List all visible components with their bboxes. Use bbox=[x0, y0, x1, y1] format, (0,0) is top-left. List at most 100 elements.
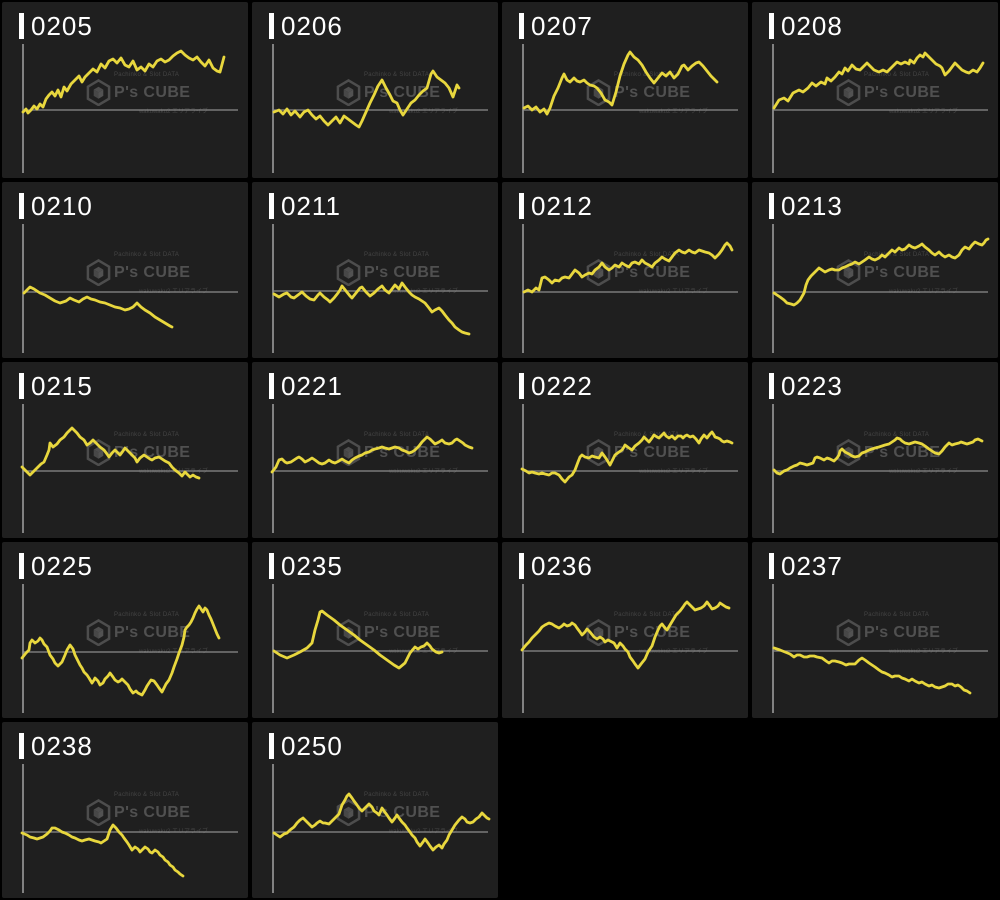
watermark-caption-top: Pachinko & Slot DATA bbox=[614, 432, 680, 438]
panel-title-row: 0213 bbox=[769, 193, 843, 219]
watermark-caption-top: Pachinko & Slot DATA bbox=[114, 792, 180, 798]
chart-panel[interactable]: 0236 Pachinko & Slot DATA P's CUBE wakuw… bbox=[500, 540, 750, 720]
watermark-caption-top: Pachinko & Slot DATA bbox=[864, 72, 930, 78]
chart-panel[interactable]: 0223 Pachinko & Slot DATA P's CUBE wakuw… bbox=[750, 360, 1000, 540]
title-accent-bar bbox=[19, 553, 24, 579]
machine-number-label: 0212 bbox=[531, 191, 593, 221]
panel-title-row: 0238 bbox=[19, 733, 93, 759]
chart-panel[interactable]: 0225 Pachinko & Slot DATA P's CUBE wakuw… bbox=[0, 540, 250, 720]
ps-cube-logo-icon bbox=[86, 439, 111, 466]
slump-graph bbox=[522, 224, 738, 353]
title-accent-bar bbox=[769, 373, 774, 399]
ps-cube-logo-icon bbox=[86, 79, 111, 106]
panel-title-row: 0225 bbox=[19, 553, 93, 579]
watermark-caption-bottom: wakuwaku2 エリアライブ bbox=[138, 469, 208, 475]
slump-graph bbox=[21, 44, 238, 173]
ps-cube-watermark: Pachinko & Slot DATA P's CUBE wakuwaku2 … bbox=[336, 252, 458, 295]
watermark-caption-bottom: wakuwaku2 エリアライブ bbox=[388, 109, 458, 115]
title-accent-bar bbox=[519, 373, 524, 399]
machine-number-label: 0225 bbox=[31, 551, 93, 581]
chart-panel[interactable]: 0237 Pachinko & Slot DATA P's CUBE wakuw… bbox=[750, 540, 1000, 720]
slump-graph bbox=[20, 404, 238, 533]
watermark-caption-top: Pachinko & Slot DATA bbox=[114, 612, 180, 618]
chart-panel[interactable]: 0212 Pachinko & Slot DATA P's CUBE wakuw… bbox=[500, 180, 750, 360]
machine-number-label: 0236 bbox=[531, 551, 593, 581]
watermark-brand-text: P's CUBE bbox=[864, 623, 941, 641]
slump-graph bbox=[772, 224, 990, 353]
title-accent-bar bbox=[519, 553, 524, 579]
watermark-caption-bottom: wakuwaku2 エリアライブ bbox=[638, 649, 708, 655]
chart-panel[interactable]: 0235 Pachinko & Slot DATA P's CUBE wakuw… bbox=[250, 540, 500, 720]
chart-panel[interactable]: 0205 Pachinko & Slot DATA P's CUBE wakuw… bbox=[0, 0, 250, 180]
slump-graph bbox=[20, 764, 238, 893]
title-accent-bar bbox=[269, 553, 274, 579]
watermark-brand-text: P's CUBE bbox=[114, 263, 191, 281]
watermark-caption-top: Pachinko & Slot DATA bbox=[364, 612, 430, 618]
machine-number-label: 0235 bbox=[281, 551, 343, 581]
chart-panel[interactable]: 0250 Pachinko & Slot DATA P's CUBE wakuw… bbox=[250, 720, 500, 900]
ps-cube-logo-icon bbox=[836, 259, 861, 286]
title-accent-bar bbox=[269, 733, 274, 759]
machine-number-label: 0215 bbox=[31, 371, 93, 401]
slump-graph bbox=[772, 404, 988, 533]
watermark-caption-top: Pachinko & Slot DATA bbox=[364, 792, 430, 798]
watermark-caption-bottom: wakuwaku2 エリアライブ bbox=[138, 109, 208, 115]
machine-number-label: 0205 bbox=[31, 11, 93, 41]
title-accent-bar bbox=[19, 373, 24, 399]
chart-panel[interactable]: 0222 Pachinko & Slot DATA P's CUBE wakuw… bbox=[500, 360, 750, 540]
ps-cube-watermark: Pachinko & Slot DATA P's CUBE wakuwaku2 … bbox=[586, 612, 708, 655]
panel-title-row: 0208 bbox=[769, 13, 843, 39]
panel-title-row: 0250 bbox=[269, 733, 343, 759]
chart-panel[interactable]: 0238 Pachinko & Slot DATA P's CUBE wakuw… bbox=[0, 720, 250, 900]
watermark-caption-top: Pachinko & Slot DATA bbox=[614, 252, 680, 258]
panel-title-row: 0212 bbox=[519, 193, 593, 219]
ps-cube-logo-icon bbox=[86, 619, 111, 646]
chart-panel[interactable]: 0206 Pachinko & Slot DATA P's CUBE wakuw… bbox=[250, 0, 500, 180]
ps-cube-watermark: Pachinko & Slot DATA P's CUBE wakuwaku2 … bbox=[336, 72, 458, 115]
chart-panel[interactable]: 0208 Pachinko & Slot DATA P's CUBE wakuw… bbox=[750, 0, 1000, 180]
watermark-brand-text: P's CUBE bbox=[614, 83, 691, 101]
chart-panel[interactable]: 0207 Pachinko & Slot DATA P's CUBE wakuw… bbox=[500, 0, 750, 180]
watermark-caption-top: Pachinko & Slot DATA bbox=[864, 612, 930, 618]
chart-panel[interactable]: 0213 Pachinko & Slot DATA P's CUBE wakuw… bbox=[750, 180, 1000, 360]
slump-graph bbox=[272, 764, 491, 893]
panel-title-row: 0211 bbox=[269, 193, 341, 219]
title-accent-bar bbox=[19, 13, 24, 39]
watermark-caption-top: Pachinko & Slot DATA bbox=[864, 432, 930, 438]
watermark-caption-top: Pachinko & Slot DATA bbox=[364, 432, 430, 438]
chart-panel[interactable]: 0210 Pachinko & Slot DATA P's CUBE wakuw… bbox=[0, 180, 250, 360]
ps-cube-watermark: Pachinko & Slot DATA P's CUBE wakuwaku2 … bbox=[586, 72, 708, 115]
title-accent-bar bbox=[769, 193, 774, 219]
watermark-brand-text: P's CUBE bbox=[614, 263, 691, 281]
watermark-brand-text: P's CUBE bbox=[114, 83, 191, 101]
chart-panel[interactable]: 0211 Pachinko & Slot DATA P's CUBE wakuw… bbox=[250, 180, 500, 360]
machine-number-label: 0208 bbox=[781, 11, 843, 41]
ps-cube-logo-icon bbox=[86, 799, 111, 826]
watermark-brand-text: P's CUBE bbox=[864, 263, 941, 281]
watermark-brand-text: P's CUBE bbox=[864, 443, 941, 461]
title-accent-bar bbox=[269, 373, 274, 399]
slump-graph bbox=[22, 224, 238, 353]
watermark-brand-text: P's CUBE bbox=[864, 83, 941, 101]
machine-number-label: 0223 bbox=[781, 371, 843, 401]
machine-number-label: 0206 bbox=[281, 11, 343, 41]
panel-title-row: 0223 bbox=[769, 373, 843, 399]
watermark-brand-text: P's CUBE bbox=[364, 83, 441, 101]
panel-title-row: 0210 bbox=[19, 193, 93, 219]
watermark-brand-text: P's CUBE bbox=[364, 623, 441, 641]
title-accent-bar bbox=[19, 193, 24, 219]
chart-panel[interactable]: 0221 Pachinko & Slot DATA P's CUBE wakuw… bbox=[250, 360, 500, 540]
ps-cube-watermark: Pachinko & Slot DATA P's CUBE wakuwaku2 … bbox=[836, 612, 958, 655]
title-accent-bar bbox=[269, 13, 274, 39]
slump-graph bbox=[772, 44, 988, 173]
slump-graph bbox=[272, 44, 488, 173]
watermark-caption-bottom: wakuwaku2 エリアライブ bbox=[388, 469, 458, 475]
slump-graph bbox=[272, 584, 488, 713]
panel-title-row: 0222 bbox=[519, 373, 593, 399]
chart-panel[interactable]: 0215 Pachinko & Slot DATA P's CUBE wakuw… bbox=[0, 360, 250, 540]
ps-cube-watermark: Pachinko & Slot DATA P's CUBE wakuwaku2 … bbox=[836, 432, 958, 475]
ps-cube-logo-icon bbox=[336, 439, 361, 466]
watermark-caption-top: Pachinko & Slot DATA bbox=[614, 612, 680, 618]
panel-title-row: 0207 bbox=[519, 13, 593, 39]
